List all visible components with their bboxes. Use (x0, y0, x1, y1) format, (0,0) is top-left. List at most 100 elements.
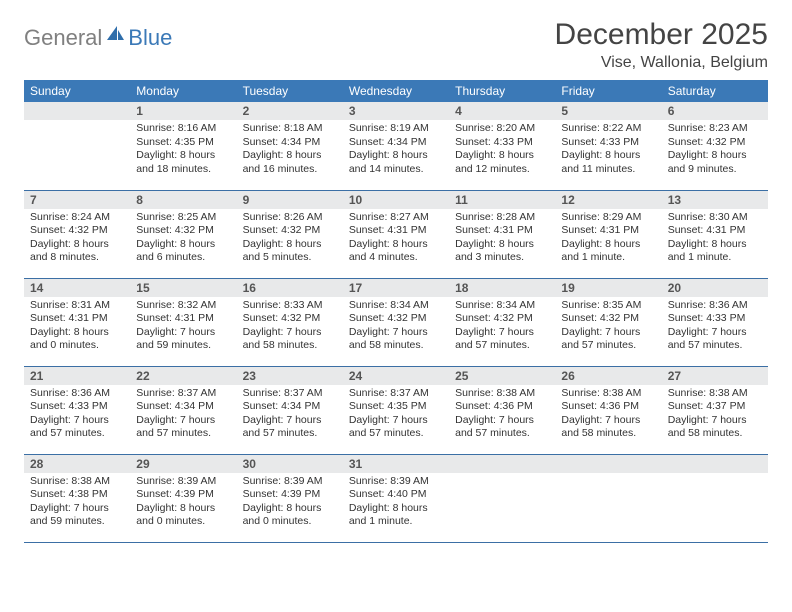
day-number: 18 (449, 279, 555, 297)
calendar-day-cell: 22Sunrise: 8:37 AMSunset: 4:34 PMDayligh… (130, 366, 236, 454)
day-number: 24 (343, 367, 449, 385)
calendar-day-cell: 19Sunrise: 8:35 AMSunset: 4:32 PMDayligh… (555, 278, 661, 366)
day-details: Sunrise: 8:25 AMSunset: 4:32 PMDaylight:… (130, 209, 236, 270)
location-text: Vise, Wallonia, Belgium (555, 54, 768, 72)
calendar-day-cell: 1Sunrise: 8:16 AMSunset: 4:35 PMDaylight… (130, 102, 236, 190)
day-number-empty (24, 102, 130, 120)
day-number: 21 (24, 367, 130, 385)
calendar-day-cell: 11Sunrise: 8:28 AMSunset: 4:31 PMDayligh… (449, 190, 555, 278)
logo-text-blue: Blue (128, 25, 172, 51)
day-details: Sunrise: 8:38 AMSunset: 4:36 PMDaylight:… (449, 385, 555, 446)
calendar-day-cell: 23Sunrise: 8:37 AMSunset: 4:34 PMDayligh… (237, 366, 343, 454)
day-details: Sunrise: 8:30 AMSunset: 4:31 PMDaylight:… (662, 209, 768, 270)
header: General Blue December 2025 Vise, Walloni… (24, 18, 768, 72)
calendar-day-cell: 28Sunrise: 8:38 AMSunset: 4:38 PMDayligh… (24, 454, 130, 542)
day-number: 1 (130, 102, 236, 120)
day-number: 30 (237, 455, 343, 473)
day-number: 17 (343, 279, 449, 297)
day-details: Sunrise: 8:33 AMSunset: 4:32 PMDaylight:… (237, 297, 343, 358)
day-number: 25 (449, 367, 555, 385)
day-details: Sunrise: 8:38 AMSunset: 4:37 PMDaylight:… (662, 385, 768, 446)
day-details: Sunrise: 8:39 AMSunset: 4:39 PMDaylight:… (237, 473, 343, 534)
day-number-empty (662, 455, 768, 473)
day-details: Sunrise: 8:38 AMSunset: 4:38 PMDaylight:… (24, 473, 130, 534)
month-title: December 2025 (555, 18, 768, 52)
calendar-day-cell: 5Sunrise: 8:22 AMSunset: 4:33 PMDaylight… (555, 102, 661, 190)
calendar-day-cell: 13Sunrise: 8:30 AMSunset: 4:31 PMDayligh… (662, 190, 768, 278)
day-details: Sunrise: 8:28 AMSunset: 4:31 PMDaylight:… (449, 209, 555, 270)
calendar-day-cell (449, 454, 555, 542)
calendar-day-cell: 24Sunrise: 8:37 AMSunset: 4:35 PMDayligh… (343, 366, 449, 454)
calendar-day-cell: 14Sunrise: 8:31 AMSunset: 4:31 PMDayligh… (24, 278, 130, 366)
day-details: Sunrise: 8:29 AMSunset: 4:31 PMDaylight:… (555, 209, 661, 270)
sail-icon (105, 24, 125, 47)
day-number-empty (555, 455, 661, 473)
calendar-day-cell: 10Sunrise: 8:27 AMSunset: 4:31 PMDayligh… (343, 190, 449, 278)
day-number: 26 (555, 367, 661, 385)
calendar-day-cell: 26Sunrise: 8:38 AMSunset: 4:36 PMDayligh… (555, 366, 661, 454)
calendar-day-cell: 9Sunrise: 8:26 AMSunset: 4:32 PMDaylight… (237, 190, 343, 278)
weekday-header: Sunday (24, 80, 130, 102)
day-details: Sunrise: 8:24 AMSunset: 4:32 PMDaylight:… (24, 209, 130, 270)
day-details: Sunrise: 8:36 AMSunset: 4:33 PMDaylight:… (662, 297, 768, 358)
weekday-header: Wednesday (343, 80, 449, 102)
day-details: Sunrise: 8:34 AMSunset: 4:32 PMDaylight:… (343, 297, 449, 358)
calendar-day-cell: 16Sunrise: 8:33 AMSunset: 4:32 PMDayligh… (237, 278, 343, 366)
day-details: Sunrise: 8:39 AMSunset: 4:39 PMDaylight:… (130, 473, 236, 534)
day-number: 8 (130, 191, 236, 209)
day-number: 19 (555, 279, 661, 297)
calendar-day-cell (662, 454, 768, 542)
calendar-day-cell: 8Sunrise: 8:25 AMSunset: 4:32 PMDaylight… (130, 190, 236, 278)
calendar-week-row: 7Sunrise: 8:24 AMSunset: 4:32 PMDaylight… (24, 190, 768, 278)
calendar-day-cell: 25Sunrise: 8:38 AMSunset: 4:36 PMDayligh… (449, 366, 555, 454)
day-details: Sunrise: 8:26 AMSunset: 4:32 PMDaylight:… (237, 209, 343, 270)
day-details: Sunrise: 8:27 AMSunset: 4:31 PMDaylight:… (343, 209, 449, 270)
day-details: Sunrise: 8:23 AMSunset: 4:32 PMDaylight:… (662, 120, 768, 181)
day-number: 22 (130, 367, 236, 385)
calendar-week-row: 28Sunrise: 8:38 AMSunset: 4:38 PMDayligh… (24, 454, 768, 542)
calendar-day-cell: 12Sunrise: 8:29 AMSunset: 4:31 PMDayligh… (555, 190, 661, 278)
calendar-week-row: 14Sunrise: 8:31 AMSunset: 4:31 PMDayligh… (24, 278, 768, 366)
calendar-table: SundayMondayTuesdayWednesdayThursdayFrid… (24, 80, 768, 543)
day-number: 11 (449, 191, 555, 209)
calendar-week-row: 1Sunrise: 8:16 AMSunset: 4:35 PMDaylight… (24, 102, 768, 190)
day-number: 28 (24, 455, 130, 473)
day-number: 4 (449, 102, 555, 120)
weekday-header: Monday (130, 80, 236, 102)
calendar-day-cell: 3Sunrise: 8:19 AMSunset: 4:34 PMDaylight… (343, 102, 449, 190)
calendar-day-cell: 21Sunrise: 8:36 AMSunset: 4:33 PMDayligh… (24, 366, 130, 454)
day-number: 15 (130, 279, 236, 297)
day-details: Sunrise: 8:34 AMSunset: 4:32 PMDaylight:… (449, 297, 555, 358)
calendar-day-cell: 4Sunrise: 8:20 AMSunset: 4:33 PMDaylight… (449, 102, 555, 190)
day-number: 16 (237, 279, 343, 297)
calendar-day-cell: 18Sunrise: 8:34 AMSunset: 4:32 PMDayligh… (449, 278, 555, 366)
weekday-header: Tuesday (237, 80, 343, 102)
day-number-empty (449, 455, 555, 473)
calendar-head: SundayMondayTuesdayWednesdayThursdayFrid… (24, 80, 768, 102)
day-details: Sunrise: 8:37 AMSunset: 4:35 PMDaylight:… (343, 385, 449, 446)
day-details: Sunrise: 8:20 AMSunset: 4:33 PMDaylight:… (449, 120, 555, 181)
day-details: Sunrise: 8:19 AMSunset: 4:34 PMDaylight:… (343, 120, 449, 181)
day-number: 31 (343, 455, 449, 473)
calendar-day-cell: 2Sunrise: 8:18 AMSunset: 4:34 PMDaylight… (237, 102, 343, 190)
weekday-header: Friday (555, 80, 661, 102)
day-number: 20 (662, 279, 768, 297)
day-details: Sunrise: 8:35 AMSunset: 4:32 PMDaylight:… (555, 297, 661, 358)
day-details: Sunrise: 8:31 AMSunset: 4:31 PMDaylight:… (24, 297, 130, 358)
day-number: 7 (24, 191, 130, 209)
title-block: December 2025 Vise, Wallonia, Belgium (555, 18, 768, 72)
calendar-week-row: 21Sunrise: 8:36 AMSunset: 4:33 PMDayligh… (24, 366, 768, 454)
day-details: Sunrise: 8:37 AMSunset: 4:34 PMDaylight:… (130, 385, 236, 446)
calendar-day-cell (24, 102, 130, 190)
day-details: Sunrise: 8:37 AMSunset: 4:34 PMDaylight:… (237, 385, 343, 446)
day-number: 13 (662, 191, 768, 209)
calendar-day-cell: 17Sunrise: 8:34 AMSunset: 4:32 PMDayligh… (343, 278, 449, 366)
day-number: 3 (343, 102, 449, 120)
day-details: Sunrise: 8:39 AMSunset: 4:40 PMDaylight:… (343, 473, 449, 534)
day-details: Sunrise: 8:38 AMSunset: 4:36 PMDaylight:… (555, 385, 661, 446)
logo-text-general: General (24, 25, 102, 51)
day-number: 12 (555, 191, 661, 209)
calendar-day-cell: 15Sunrise: 8:32 AMSunset: 4:31 PMDayligh… (130, 278, 236, 366)
calendar-day-cell: 27Sunrise: 8:38 AMSunset: 4:37 PMDayligh… (662, 366, 768, 454)
day-details: Sunrise: 8:18 AMSunset: 4:34 PMDaylight:… (237, 120, 343, 181)
